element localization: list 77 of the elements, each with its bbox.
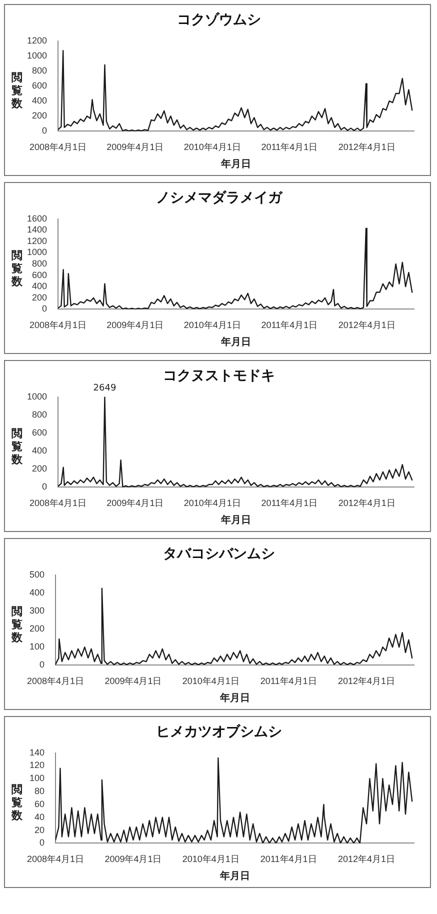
y-tick-label: 100 bbox=[29, 773, 45, 784]
x-axis-title: 年月日 bbox=[220, 158, 252, 170]
x-axis-title: 年月日 bbox=[218, 692, 250, 704]
y-tick-label: 400 bbox=[32, 281, 48, 292]
y-tick-label: 400 bbox=[29, 587, 45, 598]
x-tick-label: 2009年4月1日 bbox=[104, 676, 162, 686]
y-tick-label: 1200 bbox=[26, 35, 48, 46]
y-tick-label: 0 bbox=[42, 304, 48, 314]
y-axis-title: 閲覧数 bbox=[10, 248, 24, 288]
y-tick-label: 140 bbox=[29, 747, 45, 758]
y-axis-title: 閲覧数 bbox=[10, 70, 24, 110]
x-tick-label: 2010年4月1日 bbox=[182, 854, 240, 864]
x-tick-label: 2012年4月1日 bbox=[338, 320, 396, 330]
y-tick-label: 200 bbox=[29, 624, 45, 634]
annotation: 2649 bbox=[93, 384, 116, 394]
y-tick-label: 1600 bbox=[26, 213, 48, 224]
x-tick-label: 2009年4月1日 bbox=[106, 142, 164, 152]
x-tick-label: 2008年4月1日 bbox=[30, 142, 87, 152]
y-tick-label: 200 bbox=[32, 110, 48, 121]
x-tick-label: 2010年4月1日 bbox=[182, 676, 240, 686]
x-tick-label: 2009年4月1日 bbox=[104, 854, 162, 864]
x-axis-title: 年月日 bbox=[218, 870, 250, 882]
y-tick-label: 600 bbox=[32, 427, 48, 438]
x-tick-label: 2011年4月1日 bbox=[261, 142, 318, 152]
y-tick-label: 1400 bbox=[26, 224, 48, 235]
y-tick-label: 0 bbox=[40, 660, 45, 670]
x-tick-label: 2008年4月1日 bbox=[26, 854, 84, 864]
y-tick-label: 800 bbox=[32, 65, 48, 76]
y-tick-label: 300 bbox=[29, 605, 45, 616]
y-tick-label: 200 bbox=[32, 292, 48, 302]
y-tick-label: 0 bbox=[40, 838, 45, 848]
y-axis-title: 閲覧数 bbox=[10, 426, 24, 466]
x-tick-label: 2011年4月1日 bbox=[261, 498, 318, 508]
y-axis-title: 閲覧数 bbox=[10, 782, 24, 822]
x-tick-label: 2008年4月1日 bbox=[26, 676, 84, 686]
x-tick-label: 2012年4月1日 bbox=[338, 676, 396, 686]
chart-title: ヒメカツオブシムシ bbox=[156, 723, 282, 740]
y-tick-label: 400 bbox=[32, 446, 48, 456]
chart-title: コクゾウムシ bbox=[177, 12, 261, 28]
x-tick-label: 2009年4月1日 bbox=[106, 498, 164, 508]
x-tick-label: 2010年4月1日 bbox=[184, 320, 241, 330]
chart-title: コクヌストモドキ bbox=[163, 368, 275, 384]
x-tick-label: 2012年4月1日 bbox=[338, 142, 396, 152]
x-tick-label: 2012年4月1日 bbox=[338, 498, 396, 508]
x-tick-label: 2011年4月1日 bbox=[260, 854, 317, 864]
y-tick-label: 200 bbox=[32, 464, 48, 474]
x-tick-label: 2011年4月1日 bbox=[261, 320, 318, 330]
y-tick-label: 800 bbox=[32, 258, 48, 268]
y-tick-label: 0 bbox=[42, 126, 48, 136]
x-tick-label: 2010年4月1日 bbox=[184, 142, 241, 152]
y-tick-label: 60 bbox=[34, 798, 45, 809]
y-tick-label: 400 bbox=[32, 96, 48, 106]
y-tick-label: 1000 bbox=[26, 50, 48, 60]
y-tick-label: 1000 bbox=[26, 391, 48, 402]
x-tick-label: 2009年4月1日 bbox=[106, 320, 164, 330]
y-tick-label: 600 bbox=[32, 270, 48, 280]
y-tick-label: 40 bbox=[34, 812, 45, 822]
y-tick-label: 100 bbox=[29, 642, 45, 652]
y-tick-label: 800 bbox=[32, 409, 48, 420]
y-tick-label: 20 bbox=[34, 824, 45, 835]
y-tick-label: 120 bbox=[29, 760, 45, 770]
x-tick-label: 2008年4月1日 bbox=[30, 498, 87, 508]
y-tick-label: 1200 bbox=[26, 236, 48, 246]
y-tick-label: 0 bbox=[42, 482, 48, 492]
x-tick-label: 2008年4月1日 bbox=[30, 320, 87, 330]
chart-title: タバコシバンムシ bbox=[163, 546, 275, 562]
y-tick-label: 600 bbox=[32, 80, 48, 90]
x-axis-title: 年月日 bbox=[220, 514, 252, 526]
y-tick-label: 1000 bbox=[26, 247, 48, 258]
chart-title: ノシメマダラメイガ bbox=[156, 190, 283, 206]
x-axis-title: 年月日 bbox=[220, 336, 252, 348]
x-tick-label: 2010年4月1日 bbox=[184, 498, 241, 508]
y-axis-title: 閲覧数 bbox=[10, 604, 24, 644]
x-tick-label: 2011年4月1日 bbox=[260, 676, 317, 686]
x-tick-label: 2012年4月1日 bbox=[338, 854, 396, 864]
y-tick-label: 80 bbox=[34, 786, 45, 796]
y-tick-label: 500 bbox=[29, 569, 45, 580]
